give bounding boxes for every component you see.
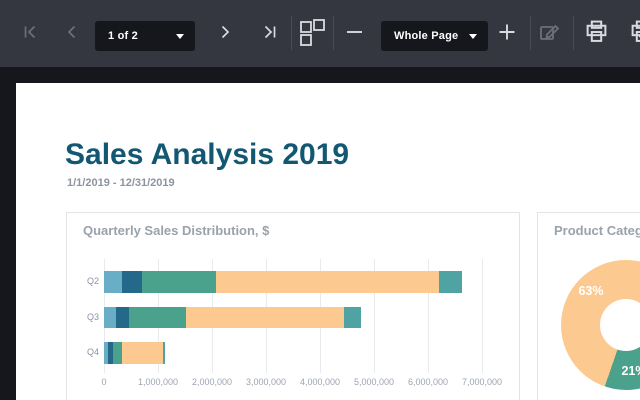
toolbar-separator [333,16,334,50]
bar-segment [104,271,122,293]
edit-icon [539,21,561,46]
bar-segment [128,306,186,328]
viewer-toolbar: 1 of 2 Whole Page [0,0,640,67]
toolbar-separator [291,16,292,50]
bar-segment [185,306,344,328]
y-axis-category-label: Q4 [86,347,99,357]
caret-down-icon [176,34,184,39]
x-axis-tick-label: 5,000,000 [353,377,395,387]
x-axis-tick-label: 7,000,000 [461,377,503,387]
y-axis-category-label: Q2 [86,276,99,286]
x-axis-tick-label: 2,000,000 [191,377,233,387]
bar-segment [113,342,122,364]
bar-chart-panel: Quarterly Sales Distribution, $ 0 1,000,0… [66,212,520,400]
last-page-button[interactable] [252,15,288,51]
bar-segment [343,306,361,328]
previous-page-button[interactable] [54,15,90,51]
previous-page-icon [64,24,80,43]
first-page-button[interactable] [12,15,48,51]
zoom-level-value: Whole Page [394,30,459,42]
toolbar-separator [573,16,574,50]
edit-document-button[interactable] [532,15,568,51]
donut-slice-label: 63% [578,284,604,298]
donut-slice-label: 21% [621,364,640,378]
caret-down-icon [469,34,477,39]
zoom-in-button[interactable] [489,15,525,51]
bar-segment [121,342,163,364]
report-date-range: 1/1/2019 - 12/31/2019 [67,177,175,189]
x-axis-tick-label: 0 [101,377,107,387]
bar-segment [439,271,462,293]
x-axis-tick-label: 4,000,000 [299,377,341,387]
bar-segment [162,342,165,364]
stacked-bar-q3 [104,306,361,328]
stacked-bar-q2 [104,271,462,293]
donut-chart-title: Product Categories [554,223,640,238]
page-number-select[interactable]: 1 of 2 [95,21,195,51]
stacked-bar-q4 [104,342,165,364]
donut-chart: 63% 21% [561,260,640,390]
first-page-icon [22,24,38,43]
bar-chart-title: Quarterly Sales Distribution, $ [83,223,270,238]
multi-page-layout-icon [298,18,325,49]
bar-segment [141,271,217,293]
bar-segment [216,271,440,293]
print-button[interactable] [578,15,614,51]
report-page: Sales Analysis 2019 1/1/2019 - 12/31/201… [16,83,640,400]
zoom-level-select[interactable]: Whole Page [381,21,488,51]
page-number-value: 1 of 2 [108,30,138,42]
printer-icon [585,20,608,46]
bar-segment [115,306,129,328]
next-page-button[interactable] [207,15,243,51]
multi-page-view-button[interactable] [293,15,329,51]
x-axis-tick-label: 6,000,000 [407,377,449,387]
plus-icon [498,23,516,44]
bar-segment [121,271,142,293]
next-page-icon [217,24,233,43]
donut-hole [600,299,640,351]
bar-chart-plot: 0 1,000,000 2,000,000 3,000,000 4,000,000 5,0… [87,259,502,387]
report-title: Sales Analysis 2019 [65,138,350,171]
x-axis-tick-label: 3,000,000 [245,377,287,387]
donut-chart-panel: Product Categories 63% 21% [537,212,640,400]
bar-segment [104,342,109,364]
toolbar-separator [530,16,531,50]
print-page-icon [630,20,640,46]
gridline [428,259,429,373]
y-axis-category-label: Q3 [86,311,99,322]
zoom-out-button[interactable] [336,15,372,51]
minus-icon [346,24,363,43]
gridline [482,259,483,373]
gridline [374,259,375,373]
bar-segment [108,342,114,364]
x-axis-tick-label: 1,000,000 [137,377,179,387]
print-page-button[interactable] [623,15,640,51]
last-page-icon [262,24,278,43]
bar-segment [104,306,116,328]
